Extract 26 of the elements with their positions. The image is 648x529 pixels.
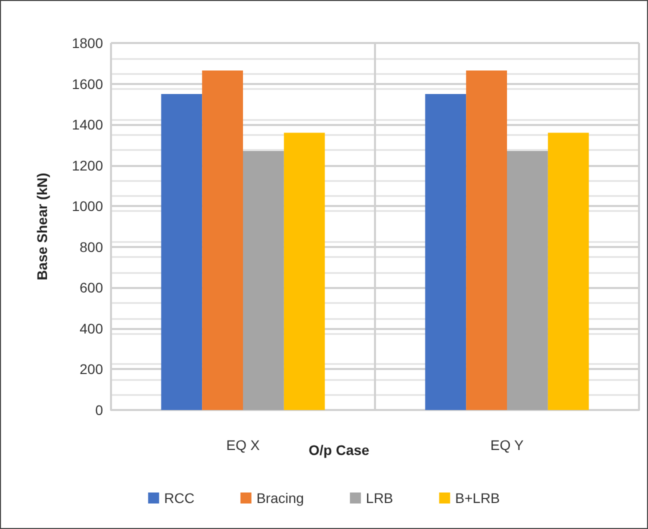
y-tick-label: 1000: [72, 198, 104, 214]
x-axis-title: O/p Case: [308, 442, 370, 458]
bar: [548, 132, 589, 410]
legend-label: Bracing: [256, 490, 304, 506]
x-tick-label: EQ Y: [490, 437, 524, 453]
y-tick-label: 600: [80, 280, 104, 296]
legend-label: B+LRB: [455, 490, 500, 506]
y-tick-label: 1800: [72, 35, 104, 51]
y-tick-label: 1600: [72, 76, 104, 92]
y-tick-label: 400: [80, 320, 104, 336]
y-axis-title: Base Shear (kN): [34, 172, 50, 280]
bar: [507, 151, 548, 410]
bar: [466, 70, 507, 410]
y-tick-label: 200: [80, 361, 104, 378]
bar: [243, 151, 284, 410]
bar: [161, 94, 202, 410]
bar: [202, 70, 243, 410]
y-tick-label: 0: [95, 402, 104, 418]
bar: [284, 132, 325, 410]
legend-label: LRB: [366, 490, 394, 506]
bar: [425, 94, 466, 410]
legend-label: RCC: [164, 490, 194, 506]
y-tick-label: 800: [80, 238, 104, 255]
x-tick-label: EQ X: [226, 437, 260, 453]
y-tick-label: 1200: [72, 157, 104, 174]
y-tick-label: 1400: [72, 116, 104, 133]
